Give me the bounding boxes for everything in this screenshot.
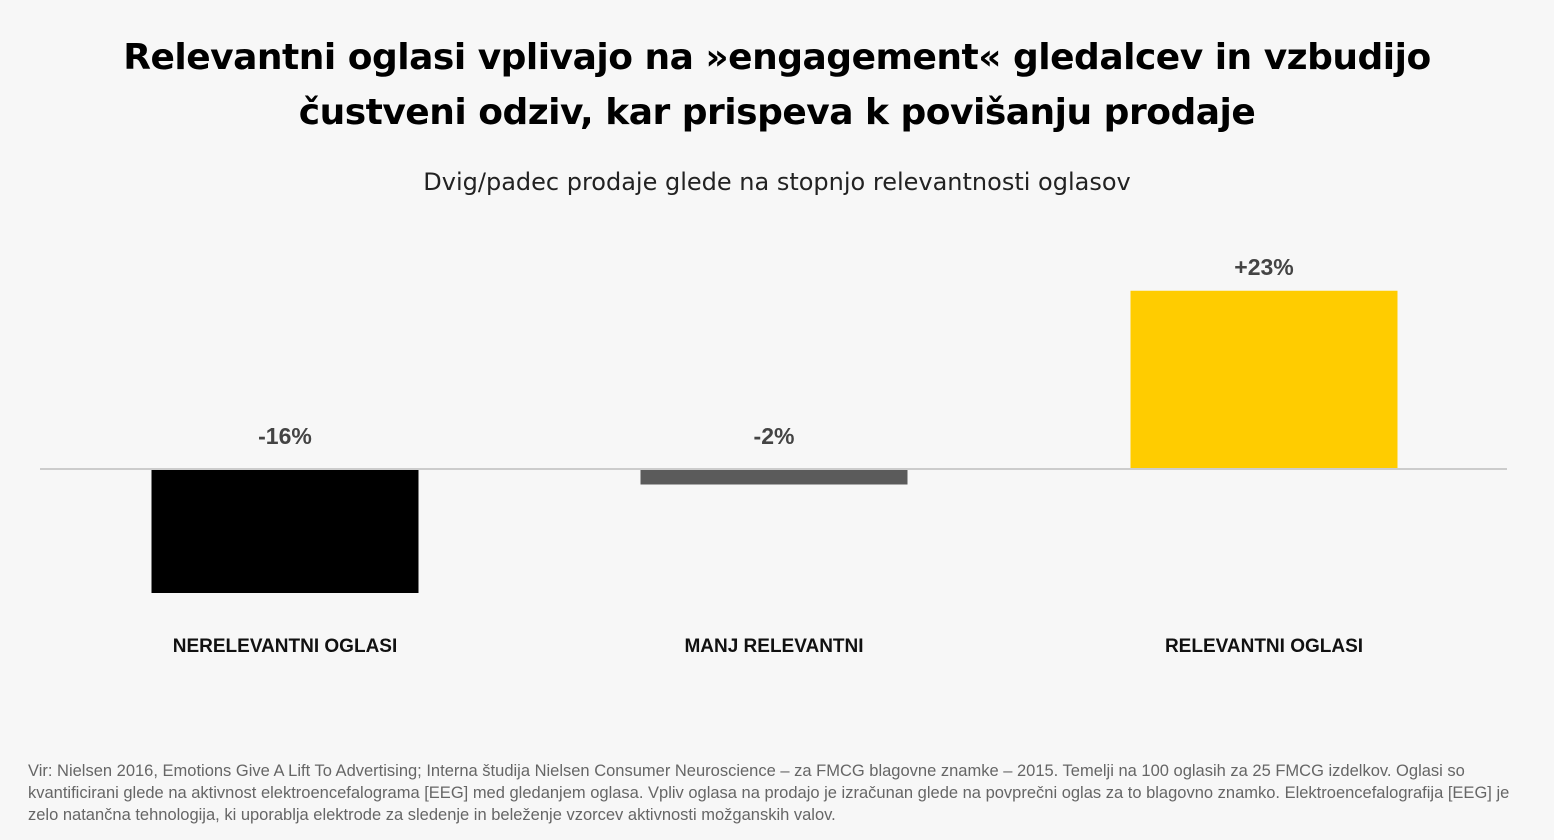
chart-subtitle: Dvig/padec prodaje glede na stopnjo rele… [423,168,1131,196]
source-note: Vir: Nielsen 2016, Emotions Give A Lift … [28,762,1510,824]
bar-2 [640,469,908,485]
chart-title-line-1: Relevantni oglasi vplivajo na »engagemen… [123,37,1431,78]
chart-title: Relevantni oglasi vplivajo na »engagemen… [0,30,1554,140]
category-label-3: RELEVANTNI OGLASI [1165,636,1363,657]
category-label-2: MANJ RELEVANTNI [684,636,863,657]
chart-title-line-2: čustveni odziv, kar prispeva k povišanju… [298,92,1256,133]
bar-1 [151,469,419,593]
bar-chart: -16% NERELEVANTNI OGLASI -2% MANJ RELEVANTN… [40,254,1507,657]
value-label-1: -16% [258,423,312,449]
value-label-2: -2% [754,423,795,449]
value-label-3: +23% [1234,254,1293,280]
bar-3 [1130,290,1398,469]
category-label-1: NERELEVANTNI OGLASI [173,636,398,657]
